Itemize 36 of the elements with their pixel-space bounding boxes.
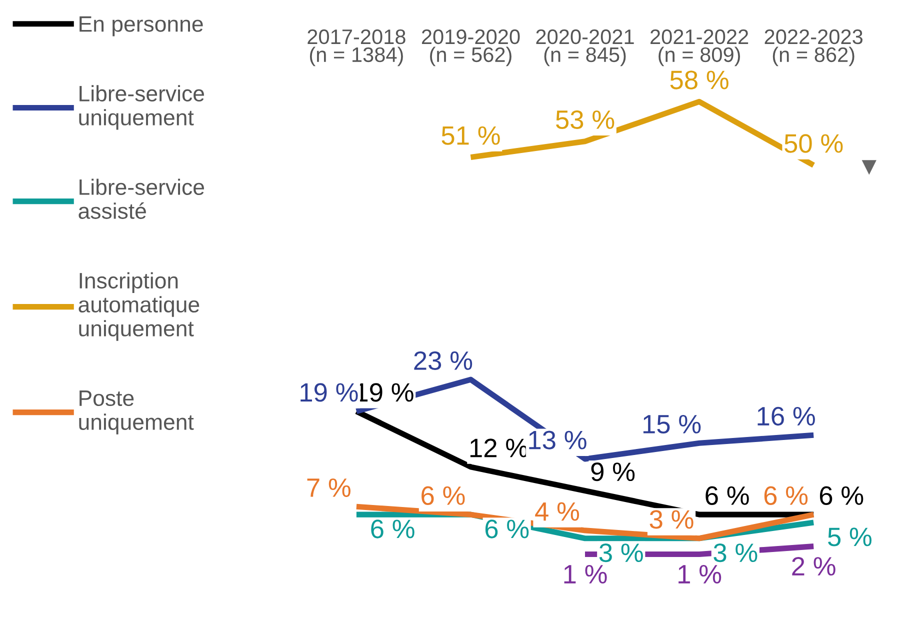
data-label: 6 %: [485, 520, 529, 538]
data-label: 3 %: [714, 543, 758, 562]
x-tick-label: 2019-2020 (n = 562): [422, 29, 520, 66]
legend-label: En personne: [80, 16, 203, 36]
data-label: 13 %: [529, 430, 586, 450]
data-label: 7 %: [307, 478, 350, 497]
data-label: 50 %: [784, 134, 843, 153]
legend-label: Libre-service assisté: [78, 178, 204, 219]
data-label: 16 %: [758, 406, 815, 426]
data-label: 6 %: [371, 520, 414, 538]
data-label: 3 %: [599, 543, 643, 562]
data-label: 51 %: [442, 126, 500, 145]
data-label: 15 %: [643, 414, 701, 434]
legend-label: Poste uniquement: [79, 390, 194, 434]
data-label: 6 %: [422, 486, 465, 505]
data-label: 19 %: [300, 383, 358, 402]
x-tick-label: 2022-2023 (n = 862): [764, 29, 862, 66]
x-tick-label: 2021-2022 (n = 809): [650, 29, 748, 66]
data-label: 6 %: [764, 486, 808, 505]
data-label: 1 %: [564, 565, 607, 584]
data-label: 9 %: [591, 462, 635, 482]
data-label: 23 %: [414, 351, 472, 370]
data-label: 4 %: [535, 502, 580, 521]
data-label: 3 %: [650, 510, 694, 529]
data-label: 53 %: [556, 110, 614, 130]
x-tick-label: 2020-2021 (n = 845): [536, 29, 634, 66]
data-label: 58 %: [670, 70, 728, 90]
data-label: 6 %: [820, 486, 864, 505]
legend-label: Inscription automatique uniquement: [78, 272, 200, 341]
data-label: 1 %: [678, 565, 722, 584]
x-tick-label: 2017-2018 (n = 1384): [308, 29, 406, 66]
data-label: 2 %: [792, 556, 836, 576]
annotation: ▼: [862, 160, 876, 175]
data-label: 5 %: [828, 528, 872, 546]
legend-label: Libre-service uniquement: [79, 85, 204, 130]
data-label: 6 %: [706, 486, 749, 505]
